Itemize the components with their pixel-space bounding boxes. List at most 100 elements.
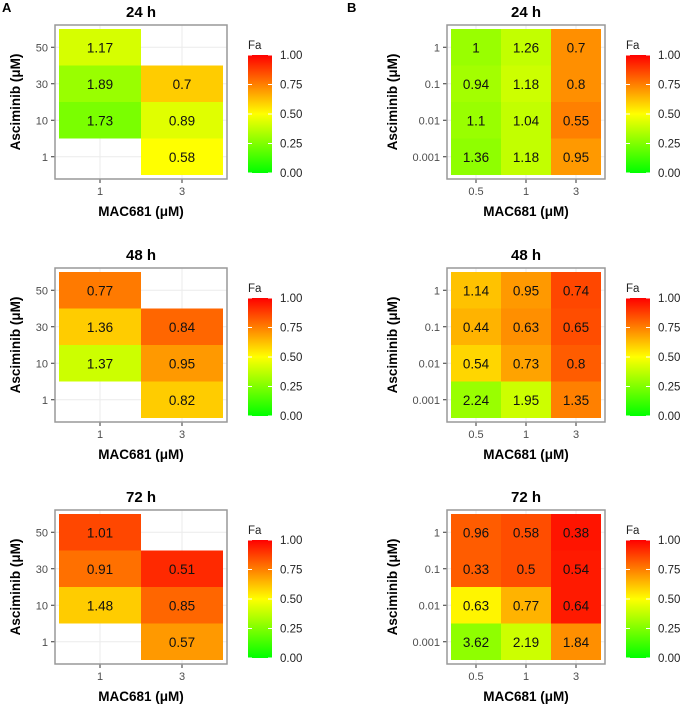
cell-label: 1.37	[87, 356, 113, 371]
cell-label: 1.17	[87, 40, 113, 55]
cell-label: 1.01	[87, 525, 113, 540]
heatmap-cell	[451, 623, 501, 660]
legend-tick-label: 1.00	[658, 535, 680, 547]
legend-tick-label: 0.25	[658, 624, 680, 636]
heatmap-cell	[59, 514, 141, 551]
legend-title: Fa	[248, 525, 262, 537]
heatmap-cell	[141, 102, 223, 139]
plot-border	[446, 267, 606, 423]
y-axis-label: Asciminib (μM)	[8, 539, 23, 636]
heatmap-cell	[59, 29, 141, 66]
cell-label: 0.8	[567, 77, 586, 92]
y-tick-label: 10	[36, 358, 48, 370]
legend-tick-label: 0.25	[658, 139, 680, 151]
cell-label: 1.84	[563, 635, 590, 650]
heatmap-cell	[451, 514, 501, 551]
x-tick-label: 3	[179, 186, 185, 198]
chart-title: 48 h	[511, 247, 541, 264]
cell-label: 0.85	[169, 598, 195, 613]
legend-tick-label: 0.75	[280, 80, 302, 92]
y-tick-label: 30	[36, 322, 48, 334]
legend-tick-label: 0.50	[280, 352, 302, 364]
legend-tick-label: 0.00	[280, 168, 302, 180]
heatmap-panel: 72 h 0.5 1 3 0.001 0.01 0.1 1 0.96 0.58 0.38 0.33 0.…	[385, 489, 680, 704]
y-tick-label: 0.001	[412, 152, 440, 164]
chart-title: 72 h	[126, 489, 156, 506]
heatmap-cell	[451, 65, 501, 102]
cell-label: 0.64	[563, 598, 590, 613]
cell-label: 0.38	[563, 525, 589, 540]
cell-label: 0.7	[173, 77, 192, 92]
cell-label: 1.26	[513, 40, 539, 55]
y-tick-label: 30	[36, 79, 48, 91]
heatmap-panel: 24 h 0.5 1 3 0.001 0.01 0.1 1 1 1.26 0.7 0.94 1.18 0.…	[385, 4, 680, 219]
heatmap-cell	[451, 550, 501, 587]
heatmap-cell	[551, 102, 601, 139]
x-tick-label: 3	[179, 671, 185, 683]
legend-tick-label: 0.25	[280, 624, 302, 636]
cell-label: 0.77	[87, 283, 113, 298]
cell-label: 0.57	[169, 635, 195, 650]
heatmap-cell	[141, 138, 223, 175]
heatmap-cell	[451, 29, 501, 66]
legend-title: Fa	[626, 283, 640, 295]
heatmap-cell	[451, 381, 501, 418]
heatmap-cell	[59, 587, 141, 624]
y-tick-label: 50	[36, 527, 48, 539]
cell-label: 0.65	[563, 320, 589, 335]
heatmap-cell	[141, 345, 223, 382]
y-axis-label: Asciminib (μM)	[385, 54, 400, 151]
x-axis-label: MAC681 (μM)	[483, 204, 569, 219]
heatmap-cell	[59, 272, 141, 309]
cell-label: 0.58	[513, 525, 539, 540]
legend-tick-label: 1.00	[658, 293, 680, 305]
x-axis-label: MAC681 (μM)	[483, 447, 569, 462]
legend-tick-label: 0.00	[658, 411, 680, 423]
x-tick-label: 1	[97, 429, 103, 441]
legend-tick-label: 0.75	[280, 323, 302, 335]
heatmap-cell	[59, 308, 141, 345]
cell-label: 1.35	[563, 393, 589, 408]
plot-border	[54, 267, 228, 423]
legend-tick-label: 0.25	[280, 382, 302, 394]
legend-tick-label: 0.50	[658, 109, 680, 121]
legend-tick-label: 0.75	[658, 565, 680, 577]
cell-label: 1.14	[463, 283, 490, 298]
cell-label: 0.33	[463, 562, 489, 577]
heatmap-cell	[141, 587, 223, 624]
cell-label: 0.96	[463, 525, 489, 540]
x-tick-label: 1	[523, 429, 529, 441]
x-tick-label: 1	[523, 186, 529, 198]
heatmap-cell	[451, 138, 501, 175]
x-axis-label: MAC681 (μM)	[98, 447, 184, 462]
x-tick-label: 0.5	[468, 429, 483, 441]
cell-label: 1.18	[513, 77, 539, 92]
heatmap-cell	[501, 345, 551, 382]
x-axis-label: MAC681 (μM)	[483, 689, 569, 704]
cell-label: 0.74	[563, 283, 590, 298]
y-tick-label: 30	[36, 564, 48, 576]
cell-label: 0.95	[563, 150, 589, 165]
chart-title: 24 h	[511, 4, 541, 21]
cell-label: 0.63	[463, 598, 489, 613]
heatmap-cell	[451, 345, 501, 382]
heatmap-cell	[551, 587, 601, 624]
legend-tick-label: 0.00	[658, 653, 680, 665]
panel-label-b: B	[347, 0, 356, 15]
legend-title: Fa	[248, 283, 262, 295]
legend-tick-label: 0.25	[280, 139, 302, 151]
heatmap-cell	[141, 65, 223, 102]
cell-label: 1.73	[87, 113, 113, 128]
y-tick-label: 1	[434, 285, 440, 297]
y-tick-label: 1	[42, 637, 48, 649]
cell-label: 0.54	[463, 356, 490, 371]
panel-label-a: A	[2, 0, 12, 15]
y-tick-label: 0.01	[419, 358, 440, 370]
heatmap-cell	[59, 550, 141, 587]
legend-title: Fa	[626, 525, 640, 537]
cell-label: 0.8	[567, 356, 586, 371]
plot-border	[54, 24, 228, 180]
heatmap-panel: 48 h 0.5 1 3 0.001 0.01 0.1 1 1.14 0.95 0.74 0.44 0.…	[385, 247, 680, 462]
legend-tick-label: 0.00	[658, 168, 680, 180]
